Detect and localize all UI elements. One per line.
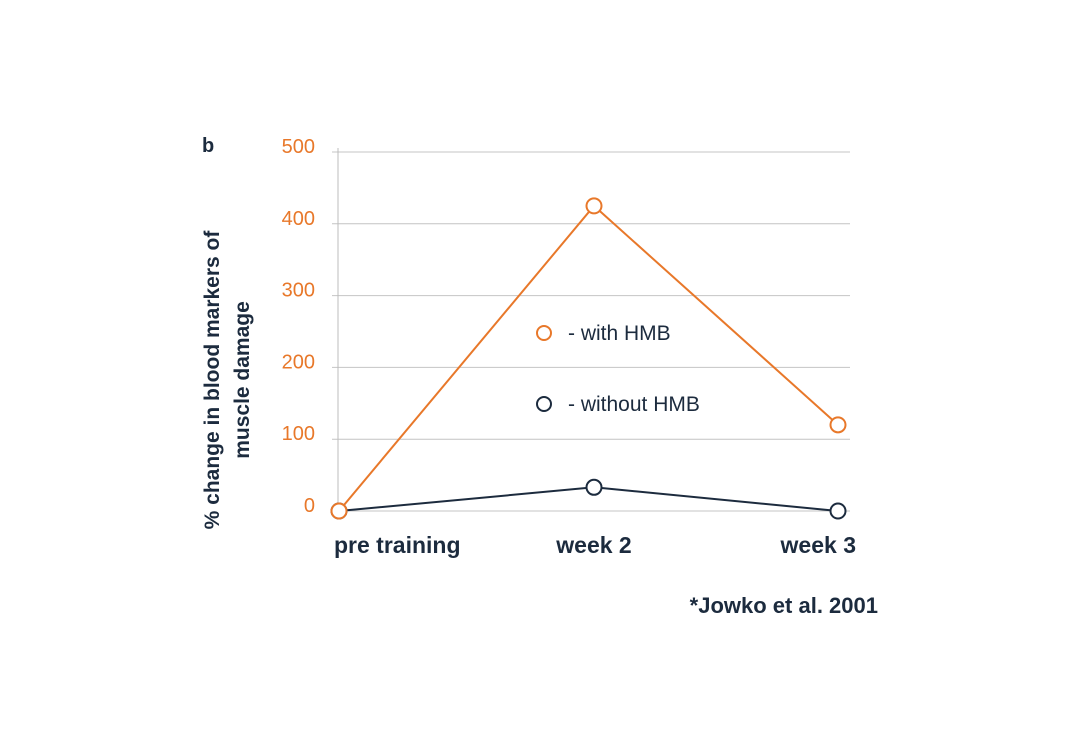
legend-marker bbox=[536, 325, 552, 341]
data-point bbox=[330, 502, 348, 520]
y-axis-label-line-2: muscle damage bbox=[231, 301, 254, 459]
legend-marker bbox=[536, 396, 552, 412]
series-lines bbox=[330, 197, 847, 520]
data-point bbox=[829, 416, 847, 434]
y-tick-label: 400 bbox=[282, 208, 315, 230]
panel-label: b bbox=[202, 135, 214, 157]
x-tick-label: week 3 bbox=[780, 532, 856, 558]
gridlines bbox=[332, 151, 850, 512]
data-point bbox=[585, 478, 603, 496]
y-tick-label: 100 bbox=[282, 423, 315, 445]
data-point bbox=[585, 197, 603, 215]
y-tick-label: 300 bbox=[282, 280, 315, 302]
legend-label: - without HMB bbox=[568, 393, 700, 416]
y-axis-label-line-1: % change in blood markers of bbox=[201, 230, 224, 530]
x-tick-label: pre training bbox=[334, 532, 461, 558]
x-tick-labels: pre training week 2 week 3 bbox=[334, 532, 856, 558]
x-tick-label: week 2 bbox=[555, 532, 631, 558]
legend-label: - with HMB bbox=[568, 322, 671, 345]
legend: - with HMB - without HMB bbox=[536, 322, 700, 416]
y-tick-label: 500 bbox=[282, 136, 315, 158]
y-tick-label: 0 bbox=[304, 495, 315, 517]
data-point bbox=[829, 502, 847, 520]
series-line bbox=[338, 204, 839, 512]
source-citation: *Jowko et al. 2001 bbox=[690, 593, 878, 618]
y-tick-labels: 0 100 200 300 400 500 bbox=[282, 136, 315, 517]
y-tick-label: 200 bbox=[282, 351, 315, 373]
